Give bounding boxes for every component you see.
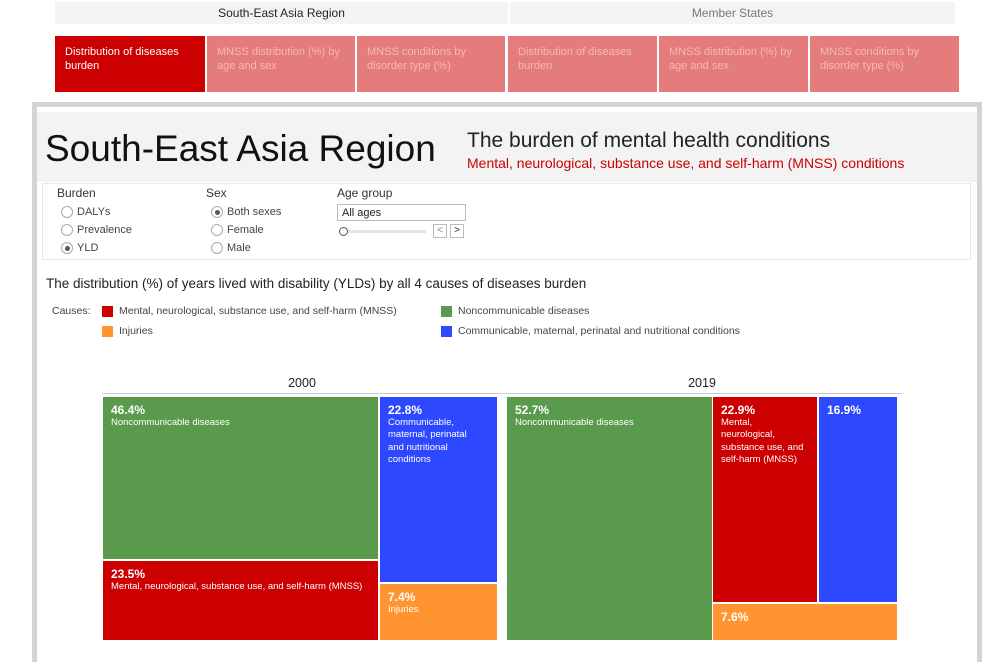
radio-icon bbox=[61, 206, 73, 218]
legend-item-mnss[interactable]: Mental, neurological, substance use, and… bbox=[102, 305, 397, 317]
tab-mnss-disorder-region[interactable]: MNSS conditions by disorder type (%) bbox=[357, 36, 505, 92]
legend-text: Injuries bbox=[119, 325, 153, 337]
treemap-cell-2019-mnss[interactable]: 22.9% Mental, neurological, substance use… bbox=[713, 397, 817, 602]
cell-value: 7.6% bbox=[721, 610, 749, 624]
cell-value: 16.9% bbox=[827, 403, 862, 417]
sex-label: Sex bbox=[206, 186, 227, 200]
tab-distribution-members[interactable]: Distribution of diseases burden bbox=[508, 36, 657, 92]
radio-prevalence[interactable]: Prevalence bbox=[61, 224, 132, 236]
legend-swatch bbox=[102, 305, 113, 317]
legend-text: Communicable, maternal, perinatal and nu… bbox=[458, 325, 740, 337]
radio-label: Female bbox=[227, 224, 264, 236]
treemap-cell-2019-injuries[interactable]: 7.6% bbox=[713, 604, 897, 640]
legend-item-ncd[interactable]: Noncommunicable diseases bbox=[441, 305, 589, 317]
treemap-cell-2000-injuries[interactable]: 7.4% Injuries bbox=[380, 584, 497, 640]
legend-item-injuries[interactable]: Injuries bbox=[102, 325, 153, 337]
radio-yld[interactable]: YLD bbox=[61, 242, 98, 254]
radio-icon bbox=[211, 242, 223, 254]
age-group-label: Age group bbox=[337, 186, 393, 200]
cell-label: Mental, neurological, substance use, and… bbox=[111, 580, 363, 592]
radio-dalys[interactable]: DALYs bbox=[61, 206, 110, 218]
radio-icon bbox=[61, 224, 73, 236]
radio-checked-icon bbox=[61, 242, 73, 254]
page-title: South-East Asia Region bbox=[45, 128, 436, 169]
cell-value: 46.4% bbox=[111, 403, 146, 417]
tab-mnss-age-sex-members[interactable]: MNSS distribution (%) by age and sex bbox=[659, 36, 808, 92]
chart-title: The distribution (%) of years lived with… bbox=[46, 276, 587, 291]
tab-mnss-age-sex-region[interactable]: MNSS distribution (%) by age and sex bbox=[207, 36, 355, 92]
page-subtitle: The burden of mental health conditions bbox=[467, 129, 831, 152]
cell-value: 22.9% bbox=[721, 403, 756, 417]
burden-label: Burden bbox=[57, 186, 96, 200]
radio-both-sexes[interactable]: Both sexes bbox=[211, 206, 281, 218]
age-prev-button[interactable]: < bbox=[433, 224, 447, 238]
radio-checked-icon bbox=[211, 206, 223, 218]
age-slider-handle[interactable] bbox=[339, 227, 348, 236]
cell-label: Communicable, maternal, perinatal and nu… bbox=[388, 416, 467, 466]
cell-value: 22.8% bbox=[388, 403, 423, 417]
header-band bbox=[37, 112, 977, 182]
radio-label: Male bbox=[227, 242, 251, 254]
treemap-cell-2019-communicable[interactable]: 16.9% bbox=[819, 397, 897, 602]
treemap-cell-2019-ncd[interactable]: 52.7% Noncommunicable diseases bbox=[507, 397, 712, 640]
legend-item-communicable[interactable]: Communicable, maternal, perinatal and nu… bbox=[441, 325, 740, 337]
legend-text: Noncommunicable diseases bbox=[458, 305, 590, 317]
legend-label: Causes: bbox=[52, 305, 91, 317]
region-header: South-East Asia Region bbox=[55, 2, 508, 24]
cell-value: 7.4% bbox=[388, 590, 416, 604]
year-label-2019: 2019 bbox=[688, 376, 716, 390]
legend-swatch bbox=[441, 305, 452, 317]
filters-panel bbox=[42, 183, 971, 260]
year-label-2000: 2000 bbox=[288, 376, 316, 390]
radio-label: YLD bbox=[77, 242, 99, 254]
treemap-cell-2000-communicable[interactable]: 22.8% Communicable, maternal, perinatal a… bbox=[380, 397, 497, 582]
radio-male[interactable]: Male bbox=[211, 242, 251, 254]
year-divider bbox=[102, 393, 902, 394]
legend-swatch bbox=[102, 325, 113, 337]
cell-value: 23.5% bbox=[111, 567, 146, 581]
legend-swatch bbox=[441, 325, 452, 337]
legend-text: Mental, neurological, substance use, and… bbox=[119, 305, 397, 317]
age-slider-track[interactable] bbox=[344, 230, 426, 233]
age-group-select[interactable]: All ages bbox=[337, 204, 466, 221]
treemap-cell-2000-mnss[interactable]: 23.5% Mental, neurological, substance use… bbox=[103, 561, 378, 640]
cell-label: Injuries bbox=[388, 603, 419, 615]
radio-label: Prevalence bbox=[77, 224, 133, 236]
cell-value: 52.7% bbox=[515, 403, 550, 417]
tab-mnss-disorder-members[interactable]: MNSS conditions by disorder type (%) bbox=[810, 36, 959, 92]
cell-label: Noncommunicable diseases bbox=[111, 416, 230, 428]
tab-distribution-region[interactable]: Distribution of diseases burden bbox=[55, 36, 205, 92]
radio-label: DALYs bbox=[77, 206, 111, 218]
page-subtitle-mnss: Mental, neurological, substance use, and… bbox=[467, 155, 905, 171]
radio-label: Both sexes bbox=[227, 206, 282, 218]
cell-label: Mental, neurological, substance use, and… bbox=[721, 416, 804, 466]
age-next-button[interactable]: > bbox=[450, 224, 464, 238]
radio-icon bbox=[211, 224, 223, 236]
member-states-header: Member States bbox=[510, 2, 955, 24]
cell-label: Noncommunicable diseases bbox=[515, 416, 634, 428]
radio-female[interactable]: Female bbox=[211, 224, 264, 236]
treemap-cell-2000-ncd[interactable]: 46.4% Noncommunicable diseases bbox=[103, 397, 378, 559]
